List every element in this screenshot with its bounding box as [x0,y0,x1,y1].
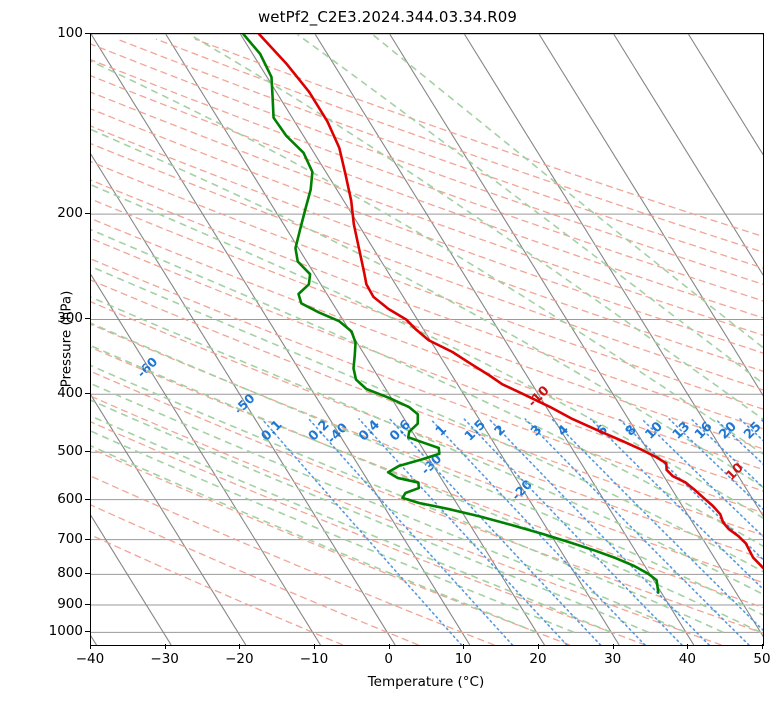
x-tick-label: 30 [604,651,622,667]
y-tick-mark [85,573,90,575]
y-tick-label: 600 [57,490,83,507]
page-title: wetPf2_C2E3.2024.344.03.34.R09 [257,8,518,26]
y-tick-label: 400 [57,385,83,402]
plot-area-wrapper: Pressure (hPa) Temperature (°C) 100 200 30… [49,25,771,690]
x-tick-mark [164,644,166,649]
svg-text:30: 30 [762,419,763,442]
x-tick-label: 0 [384,651,393,667]
y-tick-mark [85,213,90,215]
dew-point-curve [242,34,660,594]
x-tick-mark [612,644,614,649]
x-tick-mark [463,644,465,649]
y-tick-mark [85,603,90,605]
y-tick-mark [85,538,90,540]
y-tick-mark [85,33,90,34]
x-tick-label: −20 [225,651,254,667]
y-tick-label: 200 [57,205,83,222]
x-tick-label: −30 [150,651,179,667]
x-tick-mark [90,644,91,649]
x-tick-mark [239,644,241,649]
svg-text:0.4: 0.4 [356,417,383,444]
y-tick-mark [85,393,90,395]
temperature-curve [257,34,763,570]
y-tick-label: 500 [57,443,83,460]
svg-text:4: 4 [555,422,572,439]
y-tick-label: 1000 [48,623,83,640]
y-tick-mark [85,318,90,320]
x-tick-label: 40 [678,651,696,667]
svg-text:0.1: 0.1 [259,417,286,444]
y-tick-mark [85,451,90,453]
y-axis-label: Pressure (hPa) [58,290,75,387]
x-tick-mark [762,644,763,649]
y-tick-mark [85,498,90,500]
x-tick-label: −10 [299,651,329,667]
y-tick-label: 100 [57,25,83,41]
y-tick-label: 900 [57,595,83,612]
y-tick-mark [85,631,90,633]
x-tick-mark [314,644,315,649]
x-tick-mark [687,644,689,649]
skewt-plot[interactable]: -60 -50 -40 -30 -20 0.1 0.2 0.4 0.6 1 1.5 2 3 4 6 8 10 13… [90,33,764,646]
x-tick-label: −40 [75,651,105,667]
x-tick-label: 20 [529,651,547,667]
svg-text:1.5: 1.5 [462,417,489,444]
y-tick-label: 300 [57,310,83,327]
y-tick-label: 700 [57,530,83,547]
x-tick-mark [538,644,539,649]
x-tick-label: 50 [753,651,771,667]
x-tick-label: 10 [454,651,472,667]
x-tick-mark [388,644,390,649]
x-axis-label: Temperature (°C) [367,674,485,690]
svg-text:10: 10 [723,460,746,483]
svg-text:8: 8 [623,422,640,439]
y-tick-label: 800 [57,565,83,582]
